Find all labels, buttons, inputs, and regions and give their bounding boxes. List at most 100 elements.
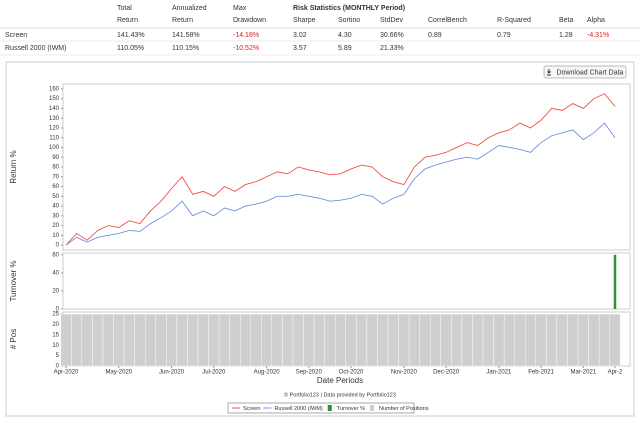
table-cell: -4.31% bbox=[587, 32, 609, 39]
x-axis-label: Date Periods bbox=[317, 376, 363, 385]
x-tick-label: Dec-2020 bbox=[433, 370, 460, 376]
bar bbox=[134, 313, 146, 367]
bar bbox=[408, 313, 420, 367]
x-tick-label: Jul-2020 bbox=[202, 370, 226, 376]
y-tick-label: 40 bbox=[52, 204, 59, 210]
row-label: Russell 2000 (IWM) bbox=[5, 45, 66, 52]
y-tick-label: 0 bbox=[56, 307, 60, 313]
table-header: R-Squared bbox=[497, 17, 531, 24]
bar bbox=[356, 313, 368, 367]
download-icon bbox=[547, 69, 551, 76]
bar bbox=[261, 313, 273, 367]
bar bbox=[166, 313, 178, 367]
bar bbox=[514, 313, 526, 367]
table-cell: 3.57 bbox=[293, 45, 307, 52]
bar bbox=[313, 313, 325, 367]
y-tick-label: 80 bbox=[52, 165, 59, 171]
table-header: Return bbox=[172, 17, 193, 24]
button-label[interactable]: Download Chart Data bbox=[557, 69, 624, 76]
y-tick-label: 0 bbox=[56, 243, 60, 249]
x-tick-label: Sep-2020 bbox=[296, 370, 323, 376]
download-button[interactable]: Download Chart Data bbox=[543, 65, 627, 79]
bar bbox=[303, 313, 315, 367]
bar bbox=[250, 313, 262, 367]
bar bbox=[102, 313, 114, 367]
bar bbox=[535, 313, 547, 367]
line bbox=[65, 93, 616, 246]
x-tick-label: Aug-2020 bbox=[254, 370, 281, 376]
y-tick-label: 30 bbox=[52, 213, 59, 219]
bar bbox=[377, 313, 389, 367]
bar bbox=[240, 313, 251, 367]
bar bbox=[493, 313, 505, 367]
y-tick-label: 0 bbox=[56, 364, 60, 370]
y-tick-label: 50 bbox=[52, 194, 59, 200]
x-tick-label: Feb-2021 bbox=[528, 370, 554, 376]
y-tick-label: 25 bbox=[52, 312, 59, 318]
table-cell: 141.58% bbox=[172, 32, 200, 39]
bar bbox=[503, 313, 515, 367]
button-box[interactable] bbox=[543, 65, 627, 79]
bar bbox=[71, 313, 83, 367]
bar bbox=[92, 313, 104, 367]
bar bbox=[588, 313, 600, 367]
bar bbox=[229, 313, 241, 367]
bar bbox=[292, 313, 304, 367]
bar bbox=[613, 254, 617, 309]
bar bbox=[155, 313, 167, 367]
chart-frame bbox=[5, 61, 635, 417]
bar bbox=[335, 313, 346, 367]
y-tick-label: 20 bbox=[52, 223, 59, 229]
legend-label: Turnover % bbox=[337, 406, 365, 412]
y-tick-label: 120 bbox=[49, 126, 60, 132]
y-tick-label: 100 bbox=[49, 145, 60, 151]
y-tick-label: 70 bbox=[52, 174, 59, 180]
bar bbox=[113, 313, 125, 367]
y-tick-label: 10 bbox=[52, 343, 59, 349]
bar bbox=[144, 313, 156, 367]
bar bbox=[208, 313, 220, 367]
x-tick-label: Oct-2020 bbox=[339, 370, 364, 376]
y-tick-label: 10 bbox=[52, 233, 59, 239]
table-header: Annualized bbox=[172, 5, 207, 12]
bar bbox=[472, 313, 484, 367]
table-header: Max bbox=[233, 5, 247, 12]
y-tick-label: 60 bbox=[52, 184, 59, 190]
bar bbox=[609, 313, 621, 367]
legend-box bbox=[227, 402, 415, 414]
table-cell: 5.89 bbox=[338, 45, 352, 52]
y-tick-label: 110 bbox=[49, 135, 59, 141]
bar bbox=[430, 313, 441, 367]
x-tick-label: Nov-2020 bbox=[391, 370, 418, 376]
x-tick-label: Jun-2020 bbox=[159, 370, 185, 376]
table-cell: 30.66% bbox=[380, 32, 404, 39]
y-tick-label: 20 bbox=[52, 289, 59, 295]
y-tick-label: 150 bbox=[49, 96, 60, 102]
bar bbox=[81, 313, 93, 367]
table-header: Sortino bbox=[338, 17, 360, 24]
table-header: Sharpe bbox=[293, 17, 316, 24]
bar bbox=[123, 313, 135, 367]
bar bbox=[345, 313, 357, 367]
bar bbox=[187, 313, 199, 367]
legend-label: Number of Positions bbox=[379, 406, 429, 412]
table-cell: 110.05% bbox=[117, 45, 144, 52]
bar bbox=[176, 313, 188, 367]
bar bbox=[419, 313, 431, 367]
bar bbox=[197, 313, 209, 367]
bar bbox=[525, 313, 537, 367]
y-tick-label: 20 bbox=[52, 322, 59, 328]
table-cell: -14.18% bbox=[233, 32, 259, 39]
bar bbox=[556, 313, 568, 367]
y-tick-label: 15 bbox=[52, 332, 59, 338]
table-header: Total bbox=[117, 5, 132, 12]
table-cell: 21.33% bbox=[380, 45, 404, 52]
table-header: Alpha bbox=[587, 17, 605, 24]
table-header: StdDev bbox=[380, 17, 403, 24]
table-cell: 141.43% bbox=[117, 32, 145, 39]
table-header: Risk Statistics (MONTHLY Period) bbox=[293, 5, 405, 12]
bar bbox=[218, 313, 230, 367]
bar bbox=[577, 313, 589, 367]
y-tick-label: 60 bbox=[52, 252, 59, 258]
